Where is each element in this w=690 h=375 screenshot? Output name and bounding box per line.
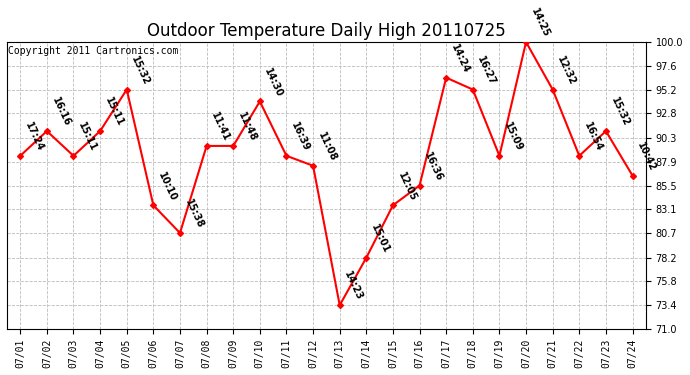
- Text: Copyright 2011 Cartronics.com: Copyright 2011 Cartronics.com: [8, 46, 179, 56]
- Text: 14:24: 14:24: [449, 42, 471, 75]
- Text: 15:09: 15:09: [502, 121, 524, 153]
- Text: 15:11: 15:11: [103, 96, 125, 128]
- Text: 15:38: 15:38: [183, 198, 205, 230]
- Text: 16:54: 16:54: [582, 121, 604, 153]
- Text: 15:32: 15:32: [609, 96, 631, 128]
- Text: 10:42: 10:42: [635, 141, 658, 173]
- Text: 11:08: 11:08: [316, 130, 338, 163]
- Text: 15:11: 15:11: [77, 121, 99, 153]
- Title: Outdoor Temperature Daily High 20110725: Outdoor Temperature Daily High 20110725: [147, 22, 506, 40]
- Text: 12:05: 12:05: [396, 170, 418, 202]
- Text: 11:48: 11:48: [236, 111, 258, 143]
- Text: 12:32: 12:32: [555, 54, 578, 87]
- Text: 14:25: 14:25: [529, 7, 551, 39]
- Text: 14:30: 14:30: [263, 66, 285, 99]
- Text: 16:39: 16:39: [289, 121, 311, 153]
- Text: 15:01: 15:01: [369, 223, 391, 255]
- Text: 16:36: 16:36: [422, 150, 444, 183]
- Text: 17:24: 17:24: [23, 121, 46, 153]
- Text: 11:41: 11:41: [209, 111, 232, 143]
- Text: 15:32: 15:32: [130, 54, 152, 87]
- Text: 16:16: 16:16: [50, 96, 72, 128]
- Text: 10:10: 10:10: [156, 170, 178, 202]
- Text: 16:27: 16:27: [475, 54, 497, 87]
- Text: 14:23: 14:23: [342, 270, 364, 302]
